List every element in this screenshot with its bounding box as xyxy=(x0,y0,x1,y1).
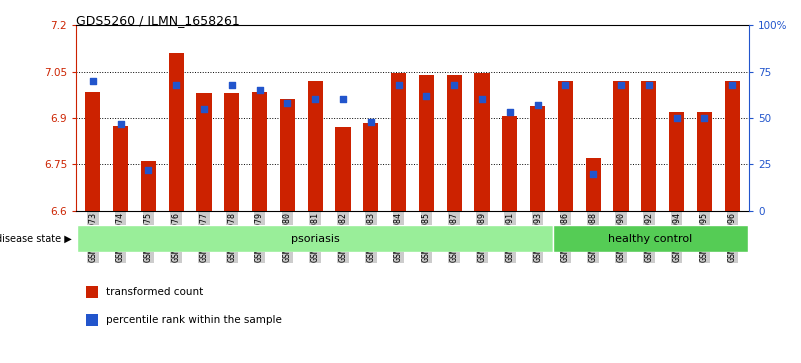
Bar xyxy=(697,112,712,211)
Point xyxy=(87,78,99,84)
Bar xyxy=(669,112,684,211)
Bar xyxy=(224,93,239,211)
Text: disease state ▶: disease state ▶ xyxy=(0,234,72,244)
Bar xyxy=(168,53,184,211)
Bar xyxy=(641,81,657,211)
Bar xyxy=(196,93,211,211)
Point xyxy=(198,106,211,111)
Bar xyxy=(614,81,629,211)
Point xyxy=(503,110,516,115)
Point xyxy=(115,121,127,126)
Bar xyxy=(530,106,545,211)
Text: healthy control: healthy control xyxy=(608,234,692,244)
Point xyxy=(364,119,377,125)
Point xyxy=(336,97,349,102)
Point xyxy=(142,167,155,173)
Point xyxy=(559,82,572,87)
Point xyxy=(170,82,183,87)
Point xyxy=(448,82,461,87)
Bar xyxy=(85,92,100,211)
Bar xyxy=(474,73,489,211)
Text: psoriasis: psoriasis xyxy=(291,234,340,244)
Text: percentile rank within the sample: percentile rank within the sample xyxy=(106,315,282,325)
Bar xyxy=(86,314,98,326)
Point xyxy=(420,93,433,99)
Bar xyxy=(363,123,378,211)
Point xyxy=(670,115,683,121)
Bar xyxy=(280,99,295,211)
Point xyxy=(281,100,294,106)
Bar xyxy=(86,286,98,298)
Point xyxy=(642,82,655,87)
Bar xyxy=(725,81,740,211)
Bar xyxy=(78,225,553,252)
Point xyxy=(392,82,405,87)
Bar xyxy=(586,158,601,211)
Point xyxy=(476,97,489,102)
Point xyxy=(531,102,544,108)
Point xyxy=(253,87,266,93)
Text: transformed count: transformed count xyxy=(106,287,203,297)
Bar xyxy=(553,225,747,252)
Point xyxy=(726,82,739,87)
Point xyxy=(698,115,710,121)
Bar xyxy=(113,126,128,211)
Bar xyxy=(141,161,156,211)
Bar xyxy=(308,81,323,211)
Text: GDS5260 / ILMN_1658261: GDS5260 / ILMN_1658261 xyxy=(76,15,239,28)
Point xyxy=(309,97,322,102)
Bar xyxy=(502,117,517,211)
Bar xyxy=(391,73,406,211)
Point xyxy=(614,82,627,87)
Bar xyxy=(252,92,268,211)
Bar xyxy=(557,81,573,211)
Bar xyxy=(419,75,434,211)
Bar xyxy=(447,75,462,211)
Point xyxy=(225,82,238,87)
Bar xyxy=(336,127,351,211)
Point xyxy=(587,171,600,176)
